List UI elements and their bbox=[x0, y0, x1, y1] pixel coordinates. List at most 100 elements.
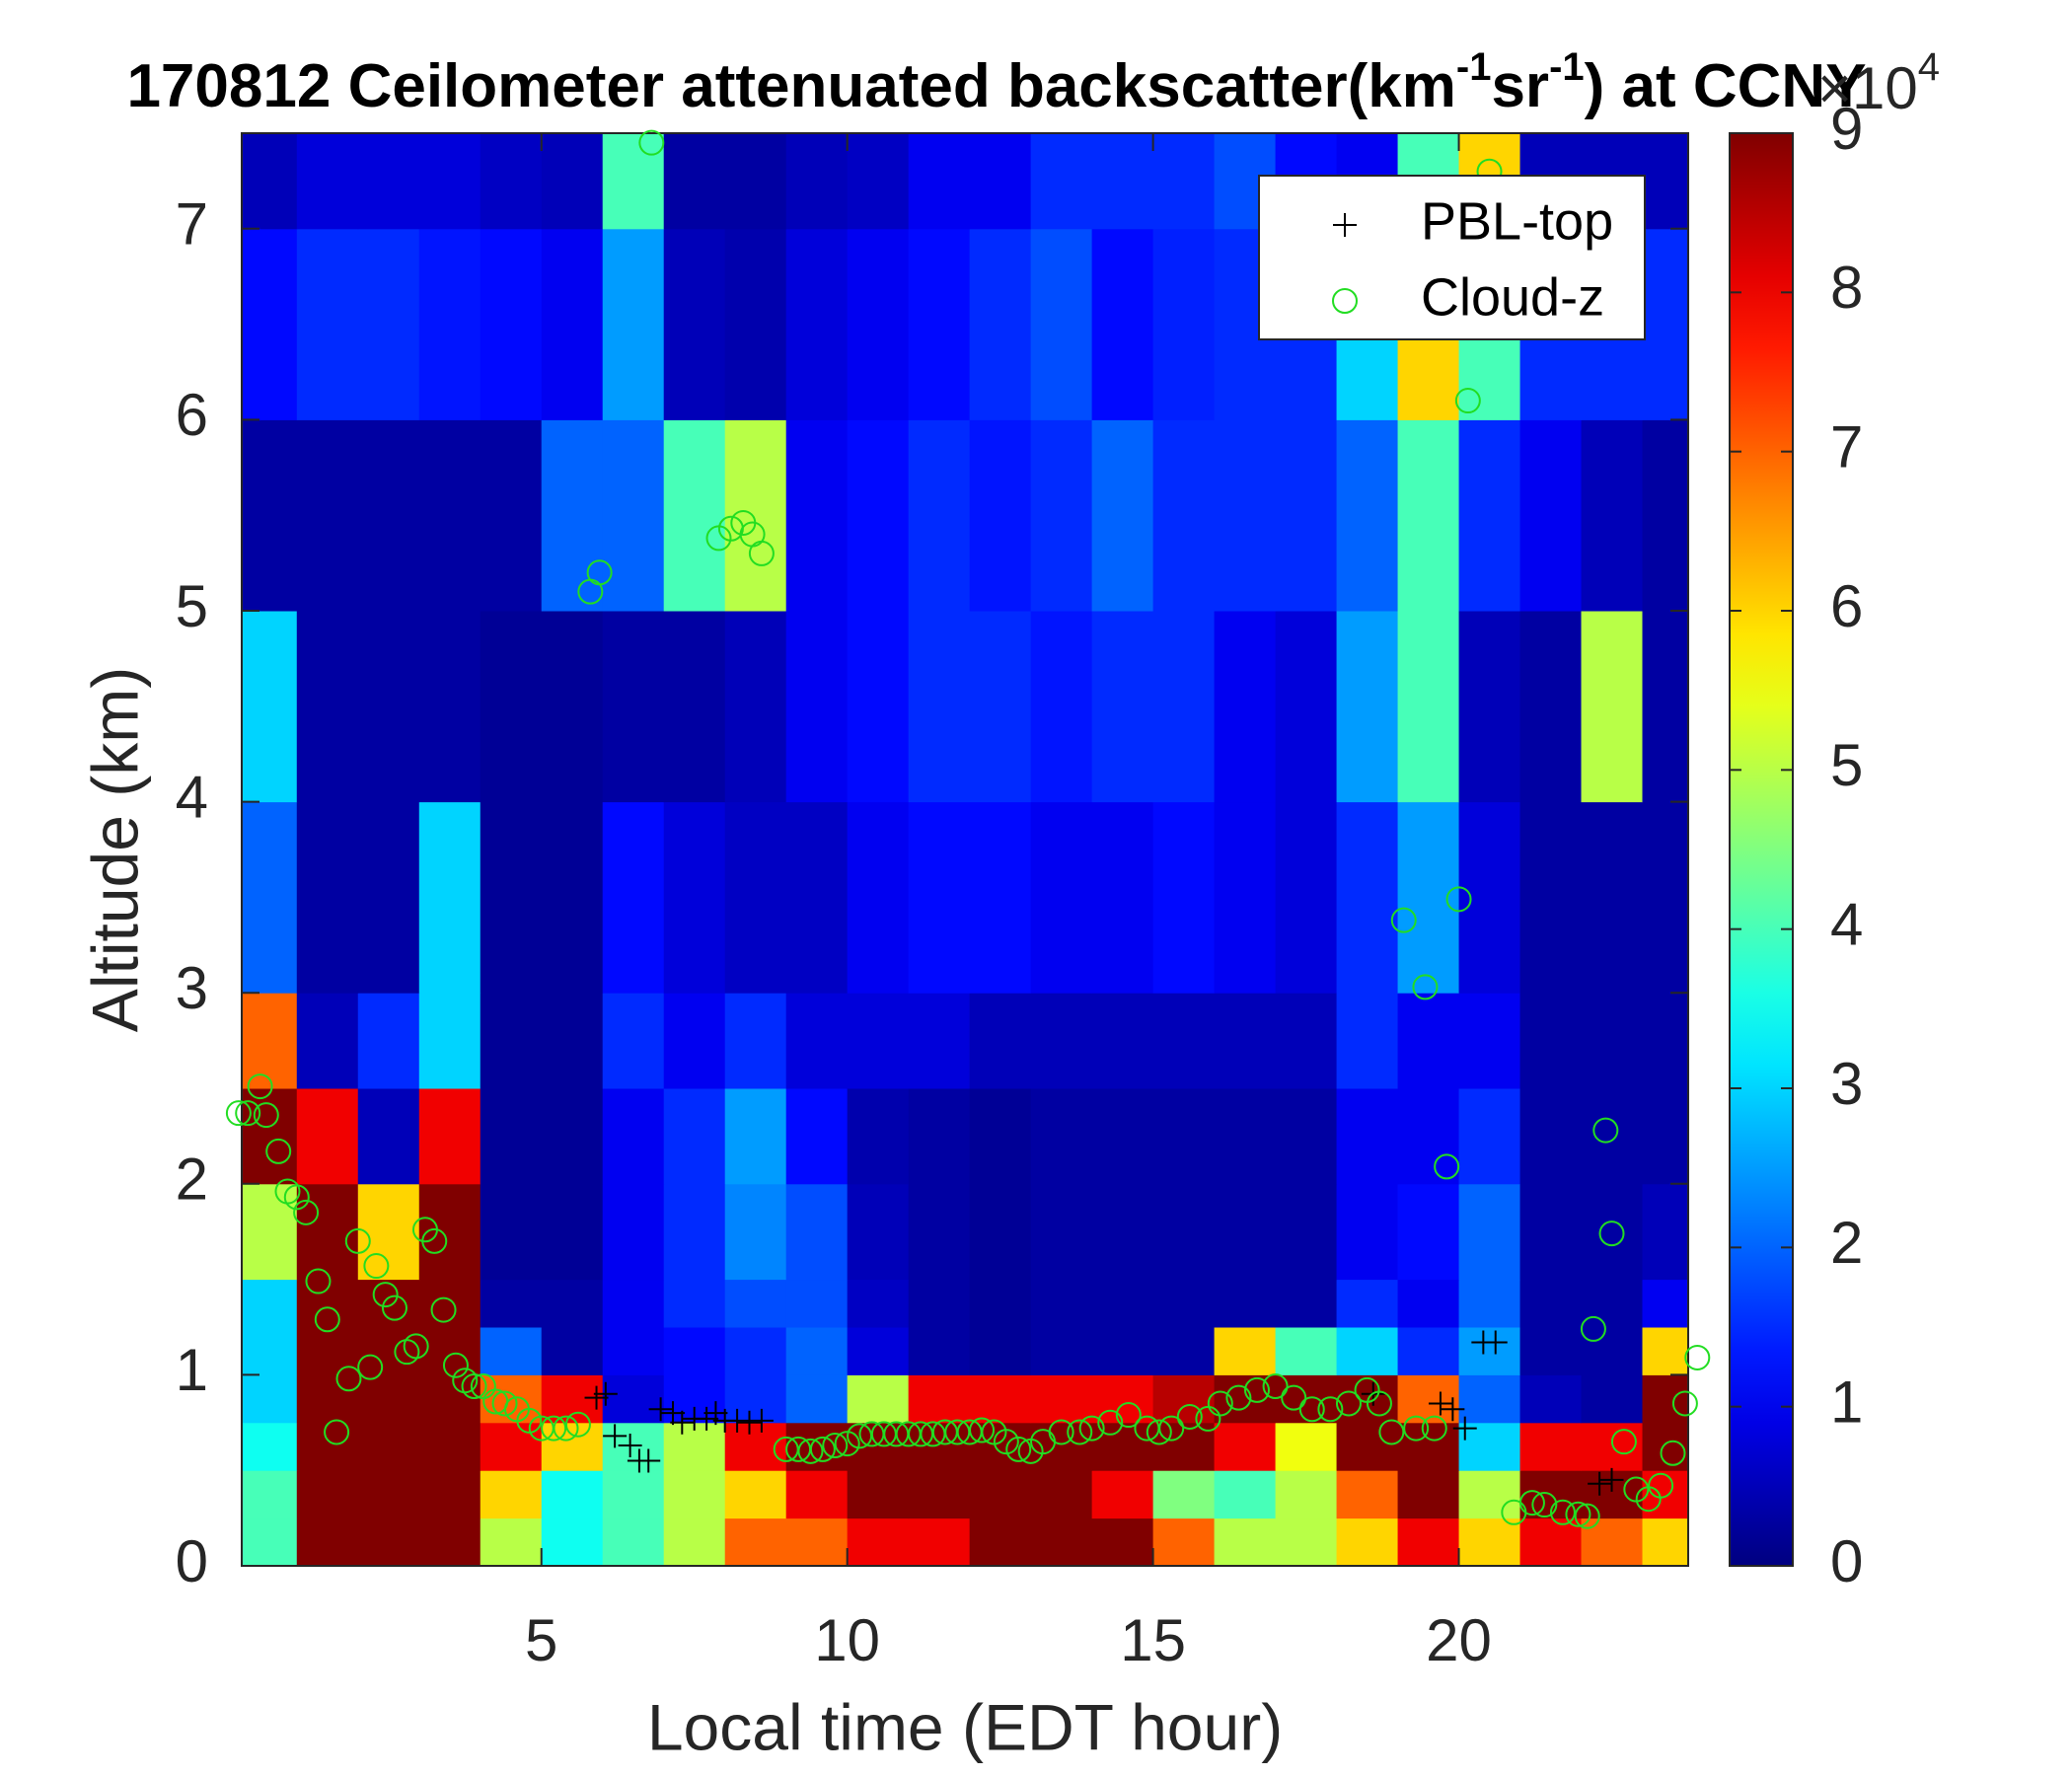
marker bbox=[1445, 886, 1472, 913]
marker bbox=[1441, 1397, 1465, 1422]
heatmap-cell bbox=[1519, 1088, 1583, 1185]
marker bbox=[253, 1102, 279, 1129]
colorbar-tick-label: 5 bbox=[1830, 732, 1863, 798]
heatmap-cell bbox=[1030, 801, 1093, 994]
heatmap-cell bbox=[480, 1470, 543, 1519]
marker bbox=[421, 1227, 448, 1254]
marker bbox=[1078, 1415, 1105, 1442]
heatmap-cell bbox=[296, 993, 359, 1089]
marker bbox=[648, 1397, 673, 1422]
heatmap-cell bbox=[541, 801, 604, 994]
heatmap-cell bbox=[663, 1517, 726, 1566]
heatmap-cell bbox=[1275, 419, 1338, 612]
heatmap-cell bbox=[1397, 1517, 1460, 1566]
heatmap-cell bbox=[480, 993, 543, 1089]
marker bbox=[1412, 974, 1439, 1000]
heatmap-cell bbox=[1458, 993, 1521, 1089]
heatmap-cell bbox=[296, 1088, 359, 1185]
marker bbox=[636, 1448, 661, 1473]
heatmap-cell bbox=[908, 1279, 971, 1328]
heatmap bbox=[242, 133, 1688, 1566]
heatmap-cell bbox=[1275, 801, 1338, 994]
marker bbox=[1598, 1221, 1625, 1247]
heatmap-cell bbox=[969, 1088, 1032, 1185]
heatmap-cell bbox=[602, 1279, 665, 1328]
marker bbox=[235, 1100, 261, 1127]
marker bbox=[1225, 1384, 1252, 1411]
heatmap-cell bbox=[1458, 801, 1521, 994]
heatmap-cell bbox=[541, 611, 604, 803]
heatmap-cell bbox=[724, 1327, 787, 1375]
heatmap-cell bbox=[418, 1470, 481, 1519]
heatmap-cell bbox=[541, 1088, 604, 1185]
marker bbox=[1298, 1396, 1325, 1423]
marker bbox=[1005, 1436, 1032, 1462]
heatmap-cell bbox=[908, 801, 971, 994]
heatmap-cell bbox=[602, 1422, 665, 1471]
title-part: sr bbox=[1491, 52, 1549, 120]
heatmap-cell bbox=[541, 1183, 604, 1281]
marker bbox=[1592, 1117, 1619, 1144]
y-tick-label: 5 bbox=[176, 573, 208, 639]
heatmap-cell bbox=[1214, 1088, 1277, 1185]
title-superscript: -1 bbox=[1549, 45, 1585, 89]
marker bbox=[618, 1434, 642, 1458]
heatmap-cell bbox=[785, 1422, 849, 1471]
heatmap-cell bbox=[1336, 611, 1399, 803]
heatmap-cell bbox=[296, 611, 359, 803]
heatmap-cell bbox=[1397, 1183, 1460, 1281]
colorbar-tick-label: 6 bbox=[1830, 573, 1863, 639]
marker bbox=[283, 1184, 310, 1211]
heatmap-cell bbox=[602, 1088, 665, 1185]
colorbar bbox=[1729, 132, 1794, 1567]
heatmap-cell bbox=[541, 1517, 604, 1566]
heatmap-cell bbox=[969, 1183, 1032, 1281]
marker bbox=[363, 1253, 390, 1280]
heatmap-cell bbox=[418, 1517, 481, 1566]
marker bbox=[1434, 1153, 1460, 1180]
marker bbox=[1452, 1416, 1477, 1441]
heatmap-cell bbox=[969, 1517, 1032, 1566]
heatmap-cell bbox=[1336, 1279, 1399, 1328]
heatmap-cell bbox=[541, 1470, 604, 1519]
heatmap-cell bbox=[296, 1374, 359, 1424]
marker bbox=[834, 1431, 860, 1457]
heatmap-cell bbox=[1336, 1327, 1399, 1375]
heatmap-cell bbox=[724, 993, 787, 1089]
heatmap-cell bbox=[1152, 1517, 1216, 1566]
marker bbox=[1335, 1390, 1362, 1417]
heatmap-cell bbox=[480, 1088, 543, 1185]
heatmap-cell bbox=[1458, 1327, 1521, 1375]
marker bbox=[293, 1199, 320, 1225]
heatmap-cell bbox=[785, 133, 849, 230]
heatmap-cell bbox=[242, 228, 298, 420]
heatmap-cell bbox=[908, 611, 971, 803]
heatmap-cell bbox=[1519, 993, 1583, 1089]
marker bbox=[1518, 1490, 1545, 1517]
marker bbox=[737, 1410, 762, 1435]
heatmap-cell bbox=[1152, 133, 1216, 230]
heatmap-cell bbox=[1214, 1422, 1277, 1471]
heatmap-cell bbox=[1275, 611, 1338, 803]
y-axis-label: Altitude (km) bbox=[78, 667, 151, 1032]
heatmap-cell bbox=[242, 993, 298, 1089]
heatmap-cell bbox=[242, 133, 298, 230]
heatmap-cell bbox=[724, 1279, 787, 1328]
legend-marker bbox=[1333, 213, 1357, 237]
heatmap-cell bbox=[1152, 1088, 1216, 1185]
heatmap-cell bbox=[242, 1279, 298, 1328]
heatmap-cell bbox=[908, 1327, 971, 1375]
heatmap-cell bbox=[1458, 419, 1521, 612]
heatmap-cell bbox=[1275, 1183, 1338, 1281]
heatmap-cell bbox=[418, 228, 481, 420]
heatmap-cell bbox=[785, 1327, 849, 1375]
marker bbox=[797, 1438, 824, 1464]
heatmap-cell bbox=[296, 801, 359, 994]
marker bbox=[809, 1436, 836, 1462]
heatmap-cell bbox=[1275, 993, 1338, 1089]
heatmap-cell bbox=[847, 1470, 910, 1519]
marker bbox=[430, 1296, 457, 1323]
marker bbox=[1684, 1344, 1711, 1370]
marker bbox=[564, 1411, 591, 1438]
heatmap-cell bbox=[1642, 228, 1688, 420]
